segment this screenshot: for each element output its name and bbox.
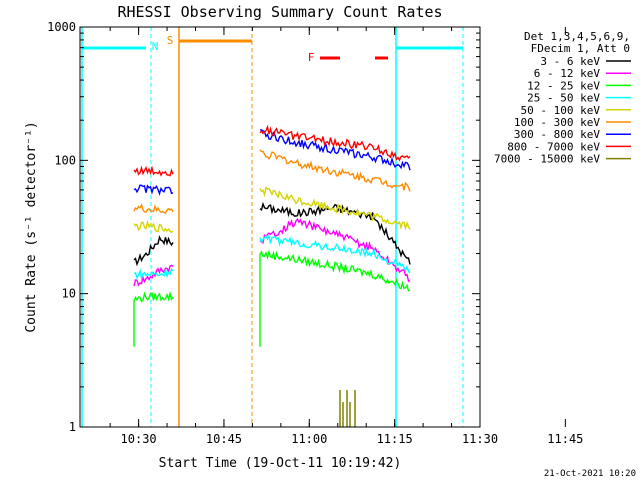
y-tick-label: 10 <box>62 287 76 301</box>
saa-label: S <box>167 34 174 47</box>
series-line <box>133 267 174 281</box>
x-tick-label: 11:00 <box>291 432 327 446</box>
series-line <box>133 165 174 177</box>
x-tick-label: 11:30 <box>462 432 498 446</box>
legend: Det 1,3,4,5,6,9, FDecim 1, Att 0 3 - 6 k… <box>494 30 631 166</box>
series-line <box>259 249 411 347</box>
plot-frame <box>79 26 481 428</box>
y-tick-label: 1 <box>69 420 76 434</box>
x-axis-label: Start Time (19-Oct-11 10:19:42) <box>159 456 402 471</box>
series-layer <box>133 124 411 347</box>
x-tick-label: 11:15 <box>377 432 413 446</box>
series-line <box>133 234 174 267</box>
legend-entry-label: 50 - 100 keV <box>521 104 601 117</box>
legend-entry-label: 12 - 25 keV <box>527 79 600 92</box>
legend-entry-label: 7000 - 15000 keV <box>494 153 600 166</box>
night-label: N <box>152 40 159 53</box>
x-tick-label: 10:30 <box>121 432 157 446</box>
legend-header-line-2: FDecim 1, Att 0 <box>531 42 630 55</box>
series-line <box>259 201 411 265</box>
series-line <box>259 149 411 192</box>
y-tick-label: 100 <box>54 153 76 167</box>
x-tick-label: 11:45 <box>547 432 583 446</box>
series-line <box>259 217 411 283</box>
legend-entry-label: 100 - 300 keV <box>514 116 600 129</box>
chart-title: RHESSI Observing Summary Count Rates <box>117 3 442 21</box>
legend-header-line-1: Det 1,3,4,5,6,9, <box>524 30 630 43</box>
series-line <box>133 290 174 347</box>
x-axis: 10:30 10:45 11:00 11:15 11:30 11:45 <box>109 27 583 446</box>
observing-bars: N S F <box>81 27 464 427</box>
series-line <box>133 219 174 234</box>
series-line <box>259 124 411 162</box>
legend-entry-label: 6 - 12 keV <box>534 67 601 80</box>
footer-date: 21-Oct-2021 10:20 <box>544 469 636 479</box>
series-line <box>259 129 411 171</box>
series-line <box>259 186 411 231</box>
series-line <box>133 203 174 214</box>
legend-entry-label: 300 - 800 keV <box>514 128 600 141</box>
y-tick-label: 1000 <box>47 20 76 34</box>
legend-entry-label: 3 - 6 keV <box>540 55 600 68</box>
y-axis: 1 10 100 1000 <box>47 20 480 434</box>
series-line <box>133 184 174 196</box>
series-line <box>259 233 411 274</box>
y-axis-label: Count Rate (s⁻¹ detector⁻¹) <box>24 121 39 332</box>
flare-label: F <box>308 51 315 64</box>
x-tick-label: 10:45 <box>206 432 242 446</box>
legend-entry-label: 800 - 7000 keV <box>507 140 600 153</box>
legend-entry-label: 25 - 50 keV <box>527 92 600 105</box>
